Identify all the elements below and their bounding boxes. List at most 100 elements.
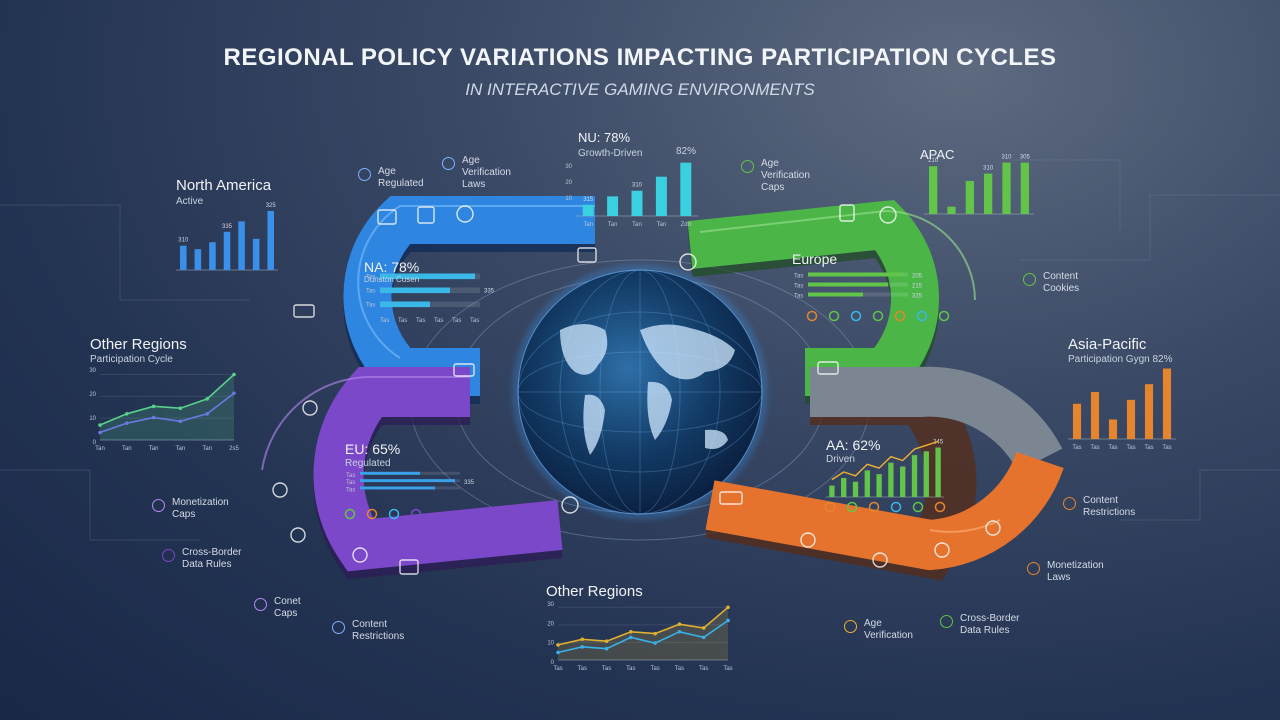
asia_pacific-bar (1072, 403, 1082, 439)
other_bottom-point (653, 631, 657, 636)
na-row-label: Tas (366, 289, 375, 295)
eu-ribbon (313, 367, 563, 572)
aa-title: AA: 62% (826, 437, 881, 453)
status-dot-icon (934, 501, 946, 513)
policy-label-line: Age (864, 618, 882, 629)
shield-icon (442, 157, 455, 170)
asia-pacific-title: Asia-Pacific (1068, 336, 1147, 353)
eu-row-label: Tas (346, 473, 355, 479)
other_left-point (178, 406, 183, 411)
na-bar (380, 301, 430, 308)
policy-label-line: Laws (462, 179, 486, 190)
aa-bar (876, 474, 882, 497)
other_bottom-point (629, 629, 633, 634)
status-dot-icon (850, 310, 862, 322)
asia_pacific-x-tick: Tas (1090, 445, 1099, 451)
policy-label-line: Conet (274, 596, 301, 607)
asia_pacific-x-tick: Tas (1144, 445, 1153, 451)
policy-label-line: Age (378, 166, 396, 177)
nu-x-tick: Zdd (681, 222, 691, 228)
policy-label-line: Content (1083, 495, 1119, 506)
na-ribbon (343, 196, 595, 396)
aa-bar (841, 477, 847, 497)
nu-top-label: 82% (676, 146, 697, 157)
other_bottom-point (677, 629, 682, 634)
status-dot-icon (894, 310, 906, 322)
other_bottom-point (726, 618, 730, 623)
asia_pacific-bar (1108, 419, 1118, 439)
policy-monetization-laws: Monetization Laws (1027, 560, 1104, 584)
eu-bar (360, 471, 420, 475)
nu-bar (655, 176, 667, 216)
europe-row-label: Tas (794, 274, 803, 280)
europe-bar (808, 272, 903, 277)
policy-label-line: Caps (761, 182, 785, 193)
other_bottom-y-tick: 30 (547, 602, 554, 608)
north-america-subtitle: Active (176, 196, 204, 207)
apac-value-label: 305 (1020, 155, 1031, 161)
other_bottom-point (604, 639, 609, 643)
nu-x-tick: Tan (583, 222, 593, 228)
policy-content-restrictions-right: Content Restrictions (1063, 495, 1135, 519)
eu-value-label: 335 (464, 480, 475, 486)
status-dot-icon (916, 310, 928, 322)
aa-bar (864, 470, 870, 497)
asia_pacific-bar (1144, 384, 1154, 439)
policy-age-verification-caps: Age Verification Caps (741, 158, 810, 194)
policy-label-line: Monetization (1047, 560, 1104, 571)
asia_pacific-x-tick: Tas (1126, 445, 1135, 451)
other_left-series-line (99, 392, 235, 434)
policy-label-line: Age (462, 155, 480, 166)
apac-title: APAC (920, 147, 955, 162)
aa-bar (852, 481, 859, 497)
europe-row-label: Tas (794, 284, 803, 290)
other_bottom-point (629, 635, 633, 640)
other_left-y-tick: 0 (93, 440, 97, 446)
policy-label-line: Verification (761, 170, 810, 181)
na-bar (380, 273, 475, 280)
status-dot-icon (872, 310, 884, 322)
policy-label-line: Regulated (378, 178, 424, 189)
north-america-title: North America (176, 177, 272, 194)
aa-bar (900, 466, 906, 497)
na-x-tick: Tas (416, 318, 425, 324)
aa-bar (911, 455, 918, 497)
eu-bar (360, 479, 455, 483)
charts-layer: 310 335 325 315 Tan Tan 310 Tan Tan Zdd 30 20 102103… (89, 155, 1176, 672)
other_left-y-tick: 20 (89, 392, 96, 398)
other_left-point (151, 415, 156, 420)
apac-bar (947, 206, 956, 214)
nu-subtitle: Growth-Driven (578, 148, 643, 159)
globe (512, 264, 768, 520)
other_bottom-area (558, 607, 728, 660)
aa-ribbon-gray (810, 366, 1063, 473)
other_bottom-point (580, 637, 585, 642)
other_bottom-point (604, 646, 609, 651)
policy-label-line: Caps (274, 608, 298, 619)
na-subtitle: Dunston Cusen (364, 275, 420, 284)
aa-bar (923, 451, 929, 497)
other_bottom-x-tick: Tas (650, 666, 659, 672)
policy-label-line: Data Rules (182, 559, 232, 570)
policy-label-line: Caps (172, 509, 196, 520)
aa-bar (935, 447, 941, 497)
asia_pacific-x-tick: Tas (1072, 445, 1081, 451)
policy-cross-border-right: Cross-Border Data Rules (940, 613, 1019, 637)
coin-icon (152, 499, 165, 512)
other_left-point (98, 423, 102, 427)
warning-icon (844, 620, 857, 633)
asia-pacific-subtitle: Participation Gygn 82% (1068, 354, 1173, 365)
other_left-point (232, 391, 236, 396)
policy-cross-border-left: Cross-Border Data Rules (162, 547, 241, 571)
coin-icon (1027, 562, 1040, 575)
apac-bar (1002, 162, 1011, 214)
policy-label-line: Data Rules (960, 625, 1010, 636)
na-x-tick: Tas (380, 318, 389, 324)
other_left-point (125, 421, 129, 425)
lock-icon (332, 621, 345, 634)
na-x-tick: Tas (434, 318, 443, 324)
europe-value-label: 325 (912, 294, 923, 300)
apac-bar (984, 173, 993, 214)
eu-row-label: Tas (346, 488, 355, 494)
